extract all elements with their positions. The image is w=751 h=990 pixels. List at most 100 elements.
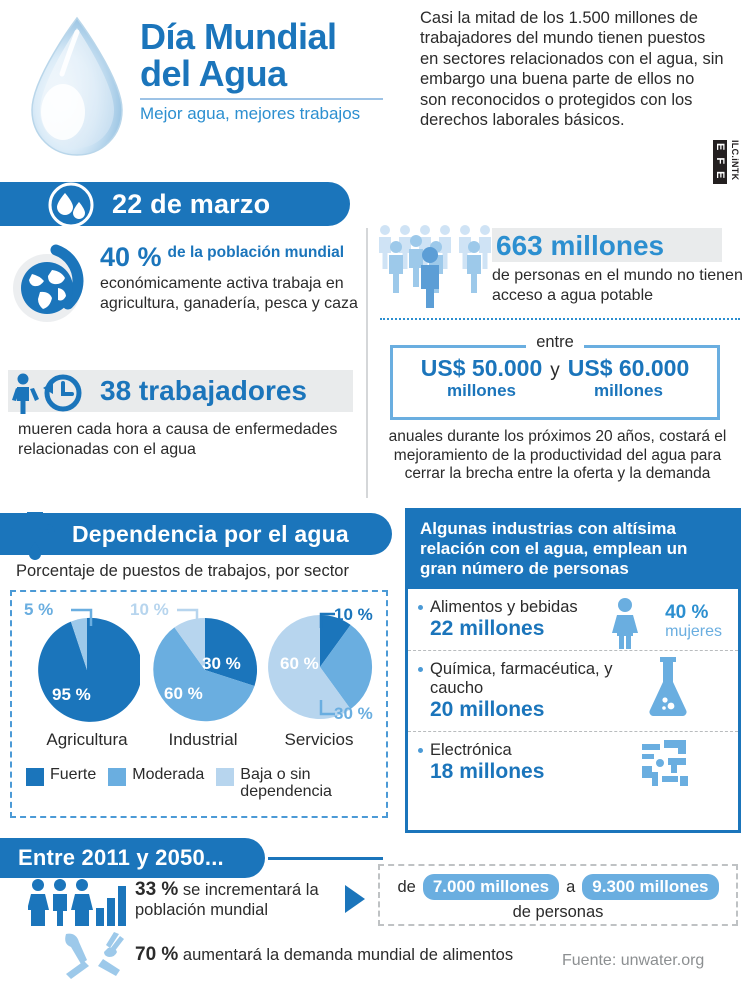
intro-paragraph: Casi la mitad de los 1.500 millones de t… [420,9,724,130]
legend-label-baja: Baja o sin dependencia [240,766,332,800]
cost-conjunction: y [550,360,560,381]
cost-amount-high-unit: millones [594,381,663,400]
industry-item-electronics: Electrónica 18 millones [408,731,738,793]
bottom-population-percent: 33 % [135,879,179,900]
population-range-a: a [566,877,576,896]
industry-chemical-number: 20 millones [430,698,545,721]
water-drop-icon [18,12,136,162]
industry-electronics-name: Electrónica [430,741,512,759]
pie-agricultura-value-95: 95 % [52,685,91,704]
globe-icon [10,240,94,326]
dotted-separator [380,318,740,320]
industry-food-number: 22 millones [430,617,545,640]
header: Día Mundial del Agua Mejor agua, mejores… [0,0,751,184]
industry-food-women-percent: 40 % [665,602,709,623]
cutlery-icon [58,930,128,982]
industry-food-women-label: mujeres [665,623,722,640]
efe-logo-box-text: E F E [713,140,727,184]
efe-logo: ILC.iNTK E F E [712,140,742,212]
faucet-icon [5,508,67,564]
pie-industrial-value-10: 10 % [130,600,169,619]
banner-years-label: Entre 2011 y 2050... [18,845,224,870]
bottom-food-percent: 70 % [135,944,179,965]
arrow-right-icon [345,885,365,913]
bullet-icon [418,667,423,672]
population-range-subtext: de personas [512,903,604,921]
industry-food-women-stat: 40 % mujeres [665,602,722,641]
pie-agricultura-leader-line [71,608,93,626]
stat-workers-headline: 38 trabajadores [100,375,307,406]
legend-item-baja: Baja o sin dependencia [216,766,345,800]
title-block: Día Mundial del Agua Mejor agua, mejores… [140,18,405,124]
pie-industrial-leader-line [177,608,199,626]
bullet-icon [418,605,423,610]
legend-label-fuerte: Fuerte [50,766,97,783]
pie-servicios-value-60: 60 % [280,654,319,673]
title-line-1: Día Mundial [140,16,337,57]
pie-industrial-value-60: 60 % [164,684,203,703]
population-range-de: de [397,877,416,896]
legend-item-fuerte: Fuerte [26,766,96,786]
legend-swatch-baja [216,768,235,786]
flask-icon [644,655,692,722]
highlight-strip-access [492,228,722,262]
stat-population-label: de la población mundial [167,244,345,261]
industry-chemical-name: Química, farmacéutica, y caucho [430,660,613,697]
crowd-people-icon [376,222,500,313]
population-range-box: de 7.000 millones a 9.300 millones de pe… [378,864,738,926]
stat-access-body: de personas en el mundo no tienen acceso… [492,267,743,304]
bottom-food-body: aumentará la demanda mundial de alimento… [182,946,514,964]
banner-years: Entre 2011 y 2050... [0,838,265,878]
bullet-icon [418,748,423,753]
pie-chart-servicios [267,614,373,720]
title-line-2: del Agua [140,53,287,94]
cost-body-text: anuales durante los próximos 20 años, co… [388,428,727,482]
population-range-to: 9.300 millones [582,874,719,900]
column-divider [366,228,368,498]
page-title: Día Mundial del Agua [140,18,405,92]
stat-population-body: económicamente activa trabaja en agricul… [100,275,358,312]
bottom-population-text: 33 % se incrementará la población mundia… [135,880,345,920]
industry-food-name: Alimentos y bebidas [430,598,578,616]
pie-agricultura-value-5: 5 % [24,600,54,619]
circuit-icon [638,738,692,793]
legend-swatch-moderada [108,768,127,786]
cost-amount-high-value: US$ 60.000 [567,355,690,381]
pie-servicios-label: Servicios [284,730,354,749]
bottom-population-body: se incrementará la población mundial [135,881,319,919]
legend-swatch-fuerte [26,768,44,786]
banner-dependence-label: Dependencia por el agua [72,520,349,547]
cost-amounts-row: US$ 50.000 millones y US$ 60.000 millone… [390,355,720,401]
pie-agricultura-label: Agricultura [46,730,128,749]
pie-industrial-value-30: 30 % [202,654,241,673]
bottom-food-text: 70 % aumentará la demanda mundial de ali… [135,945,535,965]
pie-servicios-leader-line-30 [319,700,335,716]
legend-item-moderada: Moderada [108,766,204,786]
industries-heading: Algunas industrias con altísima relación… [408,511,738,589]
industry-electronics-number: 18 millones [430,760,545,783]
industries-panel: Algunas industrias con altísima relación… [405,508,741,833]
pie-servicios-value-10: 10 % [334,605,373,624]
woman-icon [608,597,642,654]
pie-chart-agricultura [34,617,143,723]
industry-item-food: Alimentos y bebidas 22 millones 40 % muj… [408,589,738,650]
stat-population-percent: 40 % [100,242,162,272]
population-growth-icon [27,878,128,926]
pie-servicios-leader-line-10 [319,612,335,628]
cost-amount-low: US$ 50.000 millones [420,355,543,401]
stat-population-block: 40 % de la población mundial económicame… [100,242,360,313]
banner-date-label: 22 de marzo [112,188,271,219]
pie-servicios-value-30: 30 % [334,704,373,723]
pie-charts-container: 95 % 5 % Agricultura 30 % 60 % 10 % Indu… [10,590,388,818]
stat-workers-body: mueren cada hora a causa de enfermedades… [18,421,338,458]
banner-dependence: Dependencia por el agua [0,513,392,555]
cost-amount-high: US$ 60.000 millones [567,355,690,401]
efe-logo-small-text: ILC.iNTK [730,140,740,181]
banner-years-line [268,857,383,860]
cost-amount-low-value: US$ 50.000 [420,355,543,381]
cost-amount-low-unit: millones [447,381,516,400]
page-subtitle: Mejor agua, mejores trabajos [140,104,361,123]
source-label: Fuente: unwater.org [562,952,705,969]
title-divider [140,98,383,100]
